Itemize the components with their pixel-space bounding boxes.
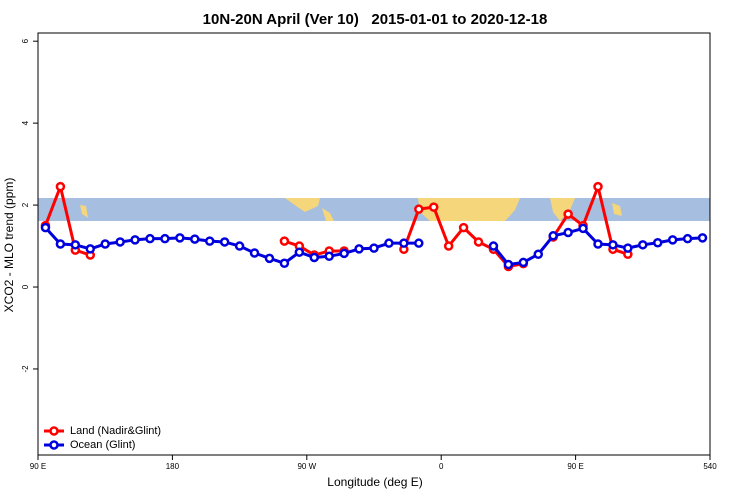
y-tick-label: -2 bbox=[21, 365, 30, 373]
point bbox=[249, 248, 260, 258]
point bbox=[399, 238, 409, 248]
point bbox=[682, 233, 693, 244]
point bbox=[279, 258, 290, 269]
point bbox=[55, 181, 66, 192]
point bbox=[652, 238, 663, 248]
point bbox=[175, 233, 185, 243]
legend-marker bbox=[49, 426, 59, 436]
point bbox=[593, 239, 603, 249]
point bbox=[443, 241, 454, 251]
point bbox=[55, 239, 66, 249]
point bbox=[369, 243, 379, 253]
point bbox=[593, 181, 603, 192]
point bbox=[264, 253, 275, 264]
x-tick-label: 0 bbox=[439, 462, 444, 471]
point bbox=[40, 222, 51, 233]
y-tick-label: 0 bbox=[21, 284, 30, 289]
y-tick-label: 4 bbox=[21, 120, 30, 125]
point bbox=[563, 227, 573, 238]
point bbox=[160, 233, 170, 244]
x-axis-label: Longitude (deg E) bbox=[327, 475, 422, 489]
chart-title: 10N-20N April (Ver 10) 2015-01-01 to 202… bbox=[203, 11, 548, 28]
point bbox=[130, 235, 140, 245]
point bbox=[518, 257, 529, 268]
point bbox=[339, 248, 349, 259]
point bbox=[219, 237, 230, 247]
x-tick-label: 90 W bbox=[297, 462, 316, 471]
point bbox=[503, 259, 514, 270]
plot-frame bbox=[37, 32, 711, 456]
point bbox=[623, 243, 633, 253]
x-tick-label: 540 bbox=[703, 462, 717, 471]
point bbox=[70, 240, 81, 250]
point bbox=[190, 234, 200, 244]
legend-label: Ocean (Glint) bbox=[70, 439, 135, 451]
x-tick-label: 180 bbox=[166, 462, 180, 471]
point bbox=[234, 241, 245, 251]
point bbox=[279, 236, 290, 246]
x-tick-label: 90 E bbox=[567, 462, 583, 471]
legend: Land (Nadir&Glint) Ocean (Glint) bbox=[44, 425, 161, 451]
point bbox=[548, 231, 558, 241]
point bbox=[697, 233, 708, 243]
point bbox=[533, 249, 544, 259]
point bbox=[638, 240, 648, 250]
y-tick-label: 2 bbox=[21, 202, 30, 207]
point bbox=[324, 251, 334, 262]
point bbox=[608, 240, 618, 250]
legend-marker bbox=[49, 440, 59, 450]
point bbox=[458, 222, 469, 233]
point bbox=[309, 252, 320, 263]
point bbox=[145, 233, 155, 244]
point bbox=[563, 209, 573, 219]
point bbox=[428, 202, 439, 212]
point bbox=[294, 247, 305, 257]
point bbox=[115, 237, 125, 247]
point bbox=[85, 244, 96, 254]
y-tick-label: 6 bbox=[21, 38, 30, 43]
x-tick-label: 90 E bbox=[30, 462, 46, 471]
point bbox=[354, 244, 364, 254]
point bbox=[488, 241, 499, 251]
point bbox=[100, 239, 110, 249]
point bbox=[578, 223, 588, 234]
point bbox=[414, 238, 424, 248]
point bbox=[414, 204, 424, 214]
legend-label: Land (Nadir&Glint) bbox=[70, 425, 161, 437]
point bbox=[667, 235, 678, 245]
map-band bbox=[38, 198, 710, 221]
y-axis-label: XCO2 - MLO trend (ppm) bbox=[2, 178, 16, 313]
point bbox=[384, 238, 394, 248]
point bbox=[204, 236, 215, 246]
point bbox=[473, 237, 484, 247]
